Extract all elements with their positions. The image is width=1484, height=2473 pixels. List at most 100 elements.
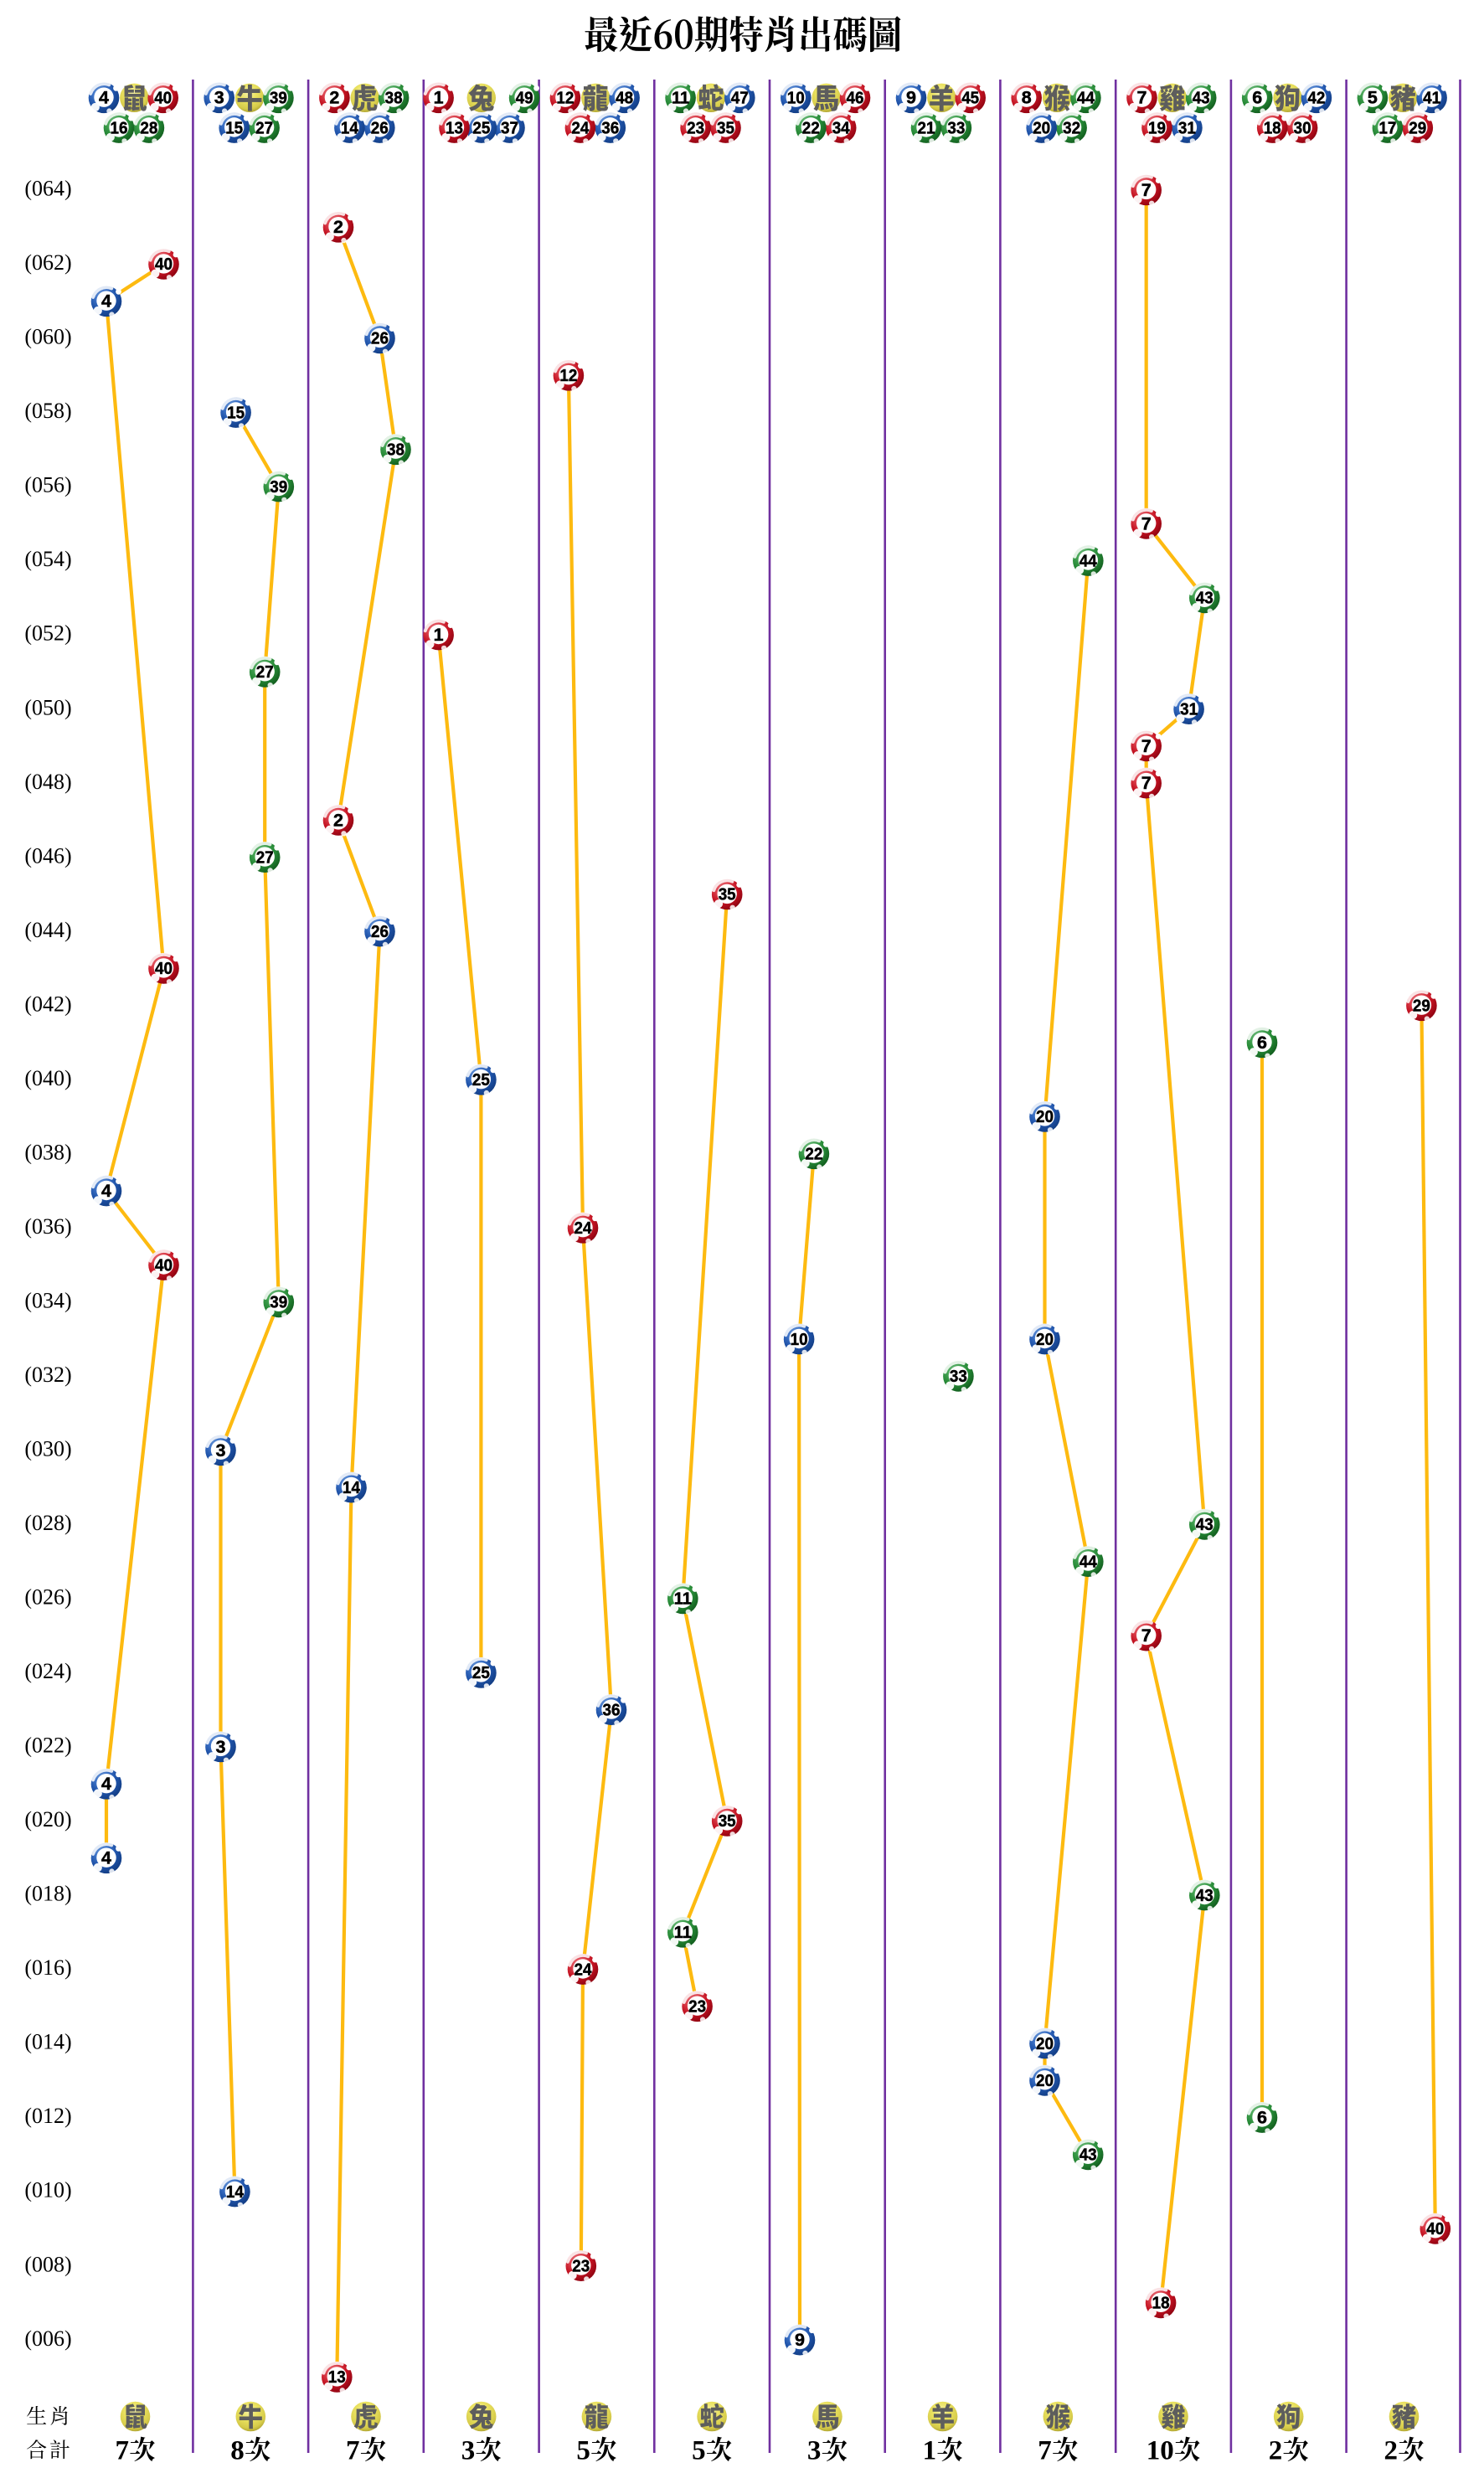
svg-text:39: 39 bbox=[270, 477, 287, 497]
svg-text:38: 38 bbox=[385, 89, 403, 108]
svg-text:(038): (038) bbox=[24, 1140, 71, 1164]
svg-text:46: 46 bbox=[847, 89, 864, 108]
svg-text:27: 27 bbox=[256, 848, 274, 867]
svg-text:10: 10 bbox=[787, 89, 805, 108]
svg-text:(046): (046) bbox=[24, 843, 71, 868]
svg-text:(052): (052) bbox=[24, 621, 71, 646]
svg-text:(016): (016) bbox=[24, 1955, 71, 1980]
svg-text:40: 40 bbox=[1426, 2219, 1444, 2239]
svg-text:24: 24 bbox=[571, 118, 590, 137]
svg-text:20: 20 bbox=[1033, 118, 1050, 137]
svg-text:44: 44 bbox=[1077, 89, 1095, 108]
svg-text:2: 2 bbox=[1384, 2436, 1399, 2466]
svg-text:16: 16 bbox=[111, 118, 128, 137]
svg-text:3: 3 bbox=[216, 1440, 226, 1461]
svg-text:7: 7 bbox=[1137, 88, 1147, 108]
svg-text:19: 19 bbox=[1148, 118, 1166, 137]
svg-text:(040): (040) bbox=[24, 1066, 71, 1090]
svg-text:29: 29 bbox=[1413, 997, 1430, 1016]
svg-text:21: 21 bbox=[918, 118, 935, 137]
svg-text:22: 22 bbox=[802, 118, 820, 137]
svg-text:35: 35 bbox=[719, 1811, 736, 1831]
svg-text:24: 24 bbox=[575, 1218, 593, 1238]
svg-text:(062): (062) bbox=[24, 250, 71, 275]
svg-text:(064): (064) bbox=[24, 177, 71, 201]
svg-text:12: 12 bbox=[556, 89, 574, 108]
svg-text:32: 32 bbox=[1063, 118, 1080, 137]
svg-text:25: 25 bbox=[472, 118, 490, 137]
svg-text:5: 5 bbox=[692, 2436, 706, 2466]
svg-text:10: 10 bbox=[1146, 2436, 1174, 2466]
svg-text:11: 11 bbox=[672, 89, 689, 108]
svg-text:25: 25 bbox=[472, 1070, 490, 1090]
svg-text:39: 39 bbox=[270, 89, 287, 108]
svg-text:20: 20 bbox=[1036, 1107, 1054, 1126]
svg-text:44: 44 bbox=[1080, 1552, 1098, 1571]
svg-text:(018): (018) bbox=[24, 1882, 71, 1906]
svg-text:35: 35 bbox=[717, 118, 734, 137]
svg-text:5: 5 bbox=[576, 2436, 590, 2466]
svg-text:(008): (008) bbox=[24, 2252, 71, 2276]
svg-text:18: 18 bbox=[1152, 2294, 1170, 2313]
svg-text:20: 20 bbox=[1036, 2034, 1054, 2053]
svg-text:34: 34 bbox=[832, 118, 851, 137]
svg-text:31: 31 bbox=[1180, 699, 1198, 719]
svg-text:8: 8 bbox=[230, 2436, 245, 2466]
svg-text:17: 17 bbox=[1378, 118, 1396, 137]
svg-text:6: 6 bbox=[1257, 1033, 1267, 1053]
svg-text:40: 40 bbox=[155, 959, 173, 978]
svg-text:25: 25 bbox=[472, 1663, 490, 1682]
svg-text:(012): (012) bbox=[24, 2104, 71, 2128]
svg-text:15: 15 bbox=[225, 118, 243, 137]
svg-text:6: 6 bbox=[1257, 2108, 1267, 2128]
svg-text:10: 10 bbox=[791, 1330, 808, 1349]
svg-text:35: 35 bbox=[719, 885, 736, 904]
svg-text:(030): (030) bbox=[24, 1437, 71, 1461]
svg-text:14: 14 bbox=[226, 2182, 245, 2202]
svg-text:1: 1 bbox=[434, 625, 444, 645]
svg-text:18: 18 bbox=[1264, 118, 1281, 137]
svg-text:(032): (032) bbox=[24, 1363, 71, 1387]
svg-text:4: 4 bbox=[101, 291, 111, 312]
svg-text:7: 7 bbox=[1141, 773, 1152, 793]
svg-text:(050): (050) bbox=[24, 695, 71, 719]
svg-text:40: 40 bbox=[155, 255, 173, 274]
svg-text:23: 23 bbox=[688, 1997, 706, 2017]
svg-text:28: 28 bbox=[140, 118, 157, 137]
svg-text:(014): (014) bbox=[24, 2030, 71, 2054]
svg-text:7: 7 bbox=[1038, 2436, 1052, 2466]
svg-text:31: 31 bbox=[1178, 118, 1196, 137]
svg-text:30: 30 bbox=[1294, 118, 1311, 137]
svg-text:22: 22 bbox=[805, 1145, 822, 1164]
svg-text:11: 11 bbox=[674, 1923, 692, 1942]
svg-text:40: 40 bbox=[154, 89, 172, 108]
svg-text:48: 48 bbox=[616, 89, 633, 108]
svg-text:(048): (048) bbox=[24, 770, 71, 794]
svg-text:(060): (060) bbox=[24, 325, 71, 349]
svg-text:(028): (028) bbox=[24, 1511, 71, 1535]
svg-text:39: 39 bbox=[270, 1293, 287, 1312]
svg-text:43: 43 bbox=[1193, 89, 1210, 108]
svg-text:(010): (010) bbox=[24, 2178, 71, 2203]
svg-text:3: 3 bbox=[807, 2436, 822, 2466]
svg-text:20: 20 bbox=[1036, 2071, 1054, 2090]
svg-text:43: 43 bbox=[1196, 589, 1213, 608]
svg-text:37: 37 bbox=[501, 118, 518, 137]
svg-text:33: 33 bbox=[950, 1367, 967, 1386]
svg-text:(036): (036) bbox=[24, 1214, 71, 1239]
svg-text:14: 14 bbox=[341, 118, 359, 137]
svg-text:7: 7 bbox=[1141, 180, 1152, 200]
svg-text:20: 20 bbox=[1036, 1330, 1054, 1349]
svg-text:36: 36 bbox=[603, 1700, 621, 1719]
svg-text:27: 27 bbox=[255, 118, 273, 137]
svg-text:(054): (054) bbox=[24, 547, 71, 571]
svg-text:23: 23 bbox=[572, 2256, 590, 2275]
svg-text:4: 4 bbox=[101, 1774, 111, 1794]
svg-text:4: 4 bbox=[101, 1181, 111, 1201]
svg-text:43: 43 bbox=[1080, 2146, 1097, 2165]
svg-text:8: 8 bbox=[1022, 88, 1032, 108]
svg-text:3: 3 bbox=[461, 2436, 476, 2466]
svg-text:(022): (022) bbox=[24, 1734, 71, 1758]
svg-text:7: 7 bbox=[346, 2436, 360, 2466]
svg-text:(058): (058) bbox=[24, 399, 71, 423]
